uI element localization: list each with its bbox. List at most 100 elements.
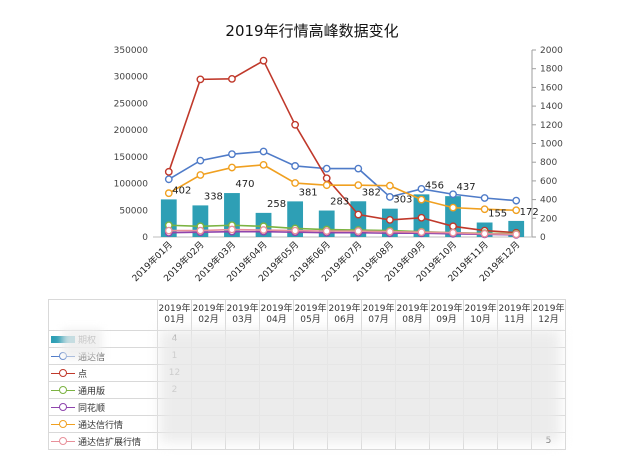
legend-marker	[59, 419, 67, 428]
line-point	[164, 167, 173, 176]
right-tick-label: 200	[540, 214, 557, 224]
bar-data-label: 155	[488, 209, 507, 220]
line-series-group	[164, 56, 521, 239]
blurred-region-small	[62, 329, 102, 359]
table-header-cell: 2019年 10月	[463, 299, 498, 331]
bar-data-label: 338	[204, 191, 223, 202]
x-axis-ticks: 2019年01月2019年02月2019年03月2019年04月2019年05月…	[129, 239, 522, 285]
table-header-year: 2019年	[498, 304, 531, 314]
line-point	[322, 227, 331, 236]
line-point	[512, 206, 521, 215]
line-point	[512, 196, 521, 205]
bar-1	[160, 199, 177, 237]
table-header-month: 07月	[368, 315, 389, 325]
line-point	[291, 226, 300, 235]
right-tick-label: 1400	[540, 102, 563, 112]
table-row-label-text: 通用版	[78, 386, 106, 397]
chart-svg: 2019年行情高峰数据变化 0 50000 100000 150000 200000 25…	[114, 22, 564, 285]
chart-title: 2019年行情高峰数据变化	[225, 22, 398, 40]
line-point	[291, 120, 300, 129]
table-header-year: 2019年	[192, 304, 225, 314]
table-header-year: 2019年	[226, 304, 259, 314]
left-tick-label: 300000	[114, 73, 149, 83]
table-header-row: 2019年 01月 2019年 02月 2019年 03月 2019年 04月 2019年 05月…	[48, 299, 566, 331]
line-point	[449, 190, 457, 199]
right-tick-label: 0	[540, 233, 546, 243]
legend-key	[51, 419, 75, 429]
table-row-label: 通用版	[48, 381, 158, 399]
right-tick-label: 600	[540, 177, 557, 187]
line-series-1	[168, 150, 517, 202]
table-header-cell: 2019年 03月	[225, 299, 260, 331]
legend-key	[51, 436, 75, 446]
table-header-month: 04月	[266, 315, 287, 325]
blurred-region	[160, 330, 560, 442]
left-axis: 0 50000 100000 150000 200000 250000 300000 3500…	[114, 46, 149, 243]
table-row-label: 通达信行情	[48, 415, 158, 433]
line-point	[196, 75, 205, 84]
line-point	[228, 74, 236, 83]
left-tick-label: 100000	[114, 180, 149, 190]
line-point	[385, 193, 394, 201]
table-header-year: 2019年	[532, 304, 565, 314]
left-tick-label: 150000	[114, 153, 149, 163]
left-tick-label: 50000	[119, 206, 148, 216]
table-header-cell: 2019年 04月	[259, 299, 294, 331]
right-tick-label: 2000	[540, 46, 563, 56]
table-row-label: 通达信扩展行情	[48, 432, 158, 450]
line-point	[480, 194, 489, 202]
line-point	[385, 227, 394, 236]
table-header-year: 2019年	[294, 304, 327, 314]
line-series-2	[168, 59, 517, 234]
table-header-month: 09月	[436, 315, 457, 325]
bar-2	[192, 205, 209, 237]
right-tick-label: 1000	[540, 140, 563, 150]
table-header-month: 01月	[164, 315, 185, 325]
bar-data-label: 172	[520, 207, 539, 218]
line-point	[322, 164, 331, 173]
line-point	[259, 147, 268, 156]
table-header-year: 2019年	[396, 304, 429, 314]
right-tick-label: 1800	[540, 65, 563, 75]
bar-data-label: 382	[362, 187, 381, 198]
table-header-year: 2019年	[328, 304, 361, 314]
line-point	[259, 226, 268, 234]
legend-key	[51, 368, 75, 378]
bar-data-label: 381	[299, 187, 318, 198]
line-point	[417, 185, 426, 193]
table-header-month: 12月	[538, 315, 559, 325]
left-tick-label: 0	[142, 233, 148, 243]
line-series-6	[168, 228, 517, 236]
line-point	[196, 156, 205, 165]
line-point	[354, 227, 363, 236]
table-row-label-text: 通达信行情	[78, 420, 124, 431]
legend-marker	[59, 402, 67, 411]
table-row-label: 点	[48, 364, 158, 382]
left-tick-label: 250000	[114, 99, 149, 109]
bar-data-label: 456	[425, 180, 444, 191]
line-point	[228, 163, 236, 172]
line-point	[291, 162, 300, 170]
bar-data-label: 470	[235, 179, 254, 190]
line-point	[228, 225, 236, 234]
left-tick-label: 350000	[114, 46, 149, 56]
legend-marker	[59, 368, 67, 377]
line-point	[354, 210, 363, 219]
legend-key	[51, 402, 75, 412]
line-point	[354, 181, 363, 190]
bar-data-label: 437	[456, 182, 475, 193]
line-point	[259, 160, 268, 169]
bar-data-labels: 402 338 470 258 381 283 382 303 456 437 155 172	[172, 179, 539, 219]
line-point	[228, 150, 236, 159]
line-point	[449, 203, 457, 212]
line-point	[417, 213, 426, 222]
bar-data-label: 283	[330, 197, 349, 208]
table-header-month: 11月	[504, 315, 525, 325]
line-series-5	[168, 164, 517, 212]
table-header-year: 2019年	[260, 304, 293, 314]
right-tick-label: 1200	[540, 121, 563, 131]
table-header-cell: 2019年 01月	[157, 299, 192, 331]
table-row-label-text: 同花顺	[78, 403, 106, 414]
table-header-year: 2019年	[362, 304, 395, 314]
line-point	[322, 181, 331, 190]
